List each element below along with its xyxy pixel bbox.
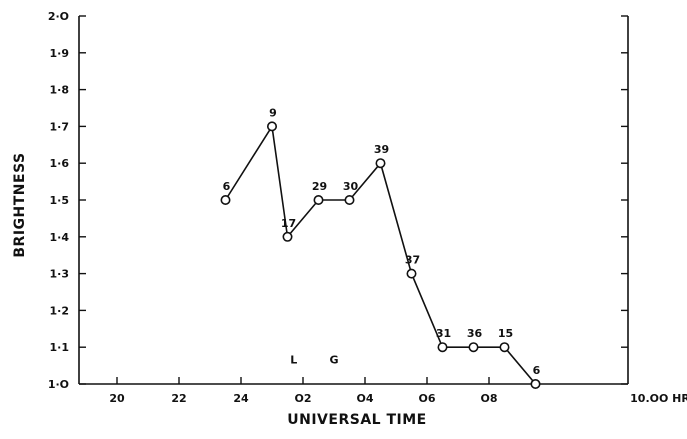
data-label: 17 <box>281 217 296 230</box>
y-tick-label: 1·5 <box>50 194 70 207</box>
annotation-label: L <box>290 353 297 366</box>
data-label: 6 <box>533 364 541 377</box>
data-label: 15 <box>498 327 513 340</box>
annotation-label: G <box>329 353 338 366</box>
y-tick-label: 2·O <box>48 10 69 23</box>
x-tick-label: O2 <box>294 392 311 405</box>
data-point <box>406 268 417 279</box>
x-axis-title: UNIVERSAL TIME <box>287 412 426 428</box>
x-tick-label: 24 <box>233 392 249 405</box>
data-label: 29 <box>312 180 327 193</box>
x-tick-label: 22 <box>171 392 186 405</box>
data-point <box>530 378 541 389</box>
x-tick-label: O4 <box>356 392 373 405</box>
y-tick-label: 1·4 <box>50 231 70 244</box>
y-tick-label: 1·7 <box>50 120 70 133</box>
data-point <box>468 342 479 353</box>
data-point <box>375 158 386 169</box>
x-tick-label: O8 <box>480 392 497 405</box>
data-point <box>313 195 324 206</box>
data-label: 37 <box>405 254 420 267</box>
x-tick-label: O6 <box>418 392 435 405</box>
y-axis-title: BRIGHTNESS <box>12 152 28 257</box>
y-tick-label: 1·9 <box>50 47 70 60</box>
x-tick-label: 10.OO HR <box>630 392 687 405</box>
x-tick-label: 20 <box>109 392 125 405</box>
y-tick-label: 1·O <box>48 378 69 391</box>
data-point <box>437 342 448 353</box>
data-label: 6 <box>223 180 231 193</box>
data-point <box>499 342 510 353</box>
data-label: 39 <box>374 143 389 156</box>
y-tick-label: 1·6 <box>50 157 70 170</box>
y-tick-label: 1·2 <box>50 304 70 317</box>
data-point <box>344 195 355 206</box>
y-tick-label: 1·3 <box>50 268 70 281</box>
data-points <box>220 121 541 389</box>
y-tick-label: 1·1 <box>50 341 70 354</box>
data-labels: 6 9 17 29 30 39 37 31 36 15 6 <box>223 106 541 377</box>
data-label: 9 <box>269 106 277 119</box>
y-tick-label: 1·8 <box>50 84 70 97</box>
axis-ticks <box>79 15 628 385</box>
data-point <box>266 121 277 132</box>
tick-labels: 1·O 1·1 1·2 1·3 1·4 1·5 1·6 1·7 1·8 1·9 2·O 20 22 24 O… <box>48 10 687 405</box>
data-point <box>220 195 231 206</box>
data-label: 31 <box>436 327 451 340</box>
data-point <box>282 231 293 242</box>
data-label: 36 <box>467 327 483 340</box>
data-label: 30 <box>343 180 359 193</box>
